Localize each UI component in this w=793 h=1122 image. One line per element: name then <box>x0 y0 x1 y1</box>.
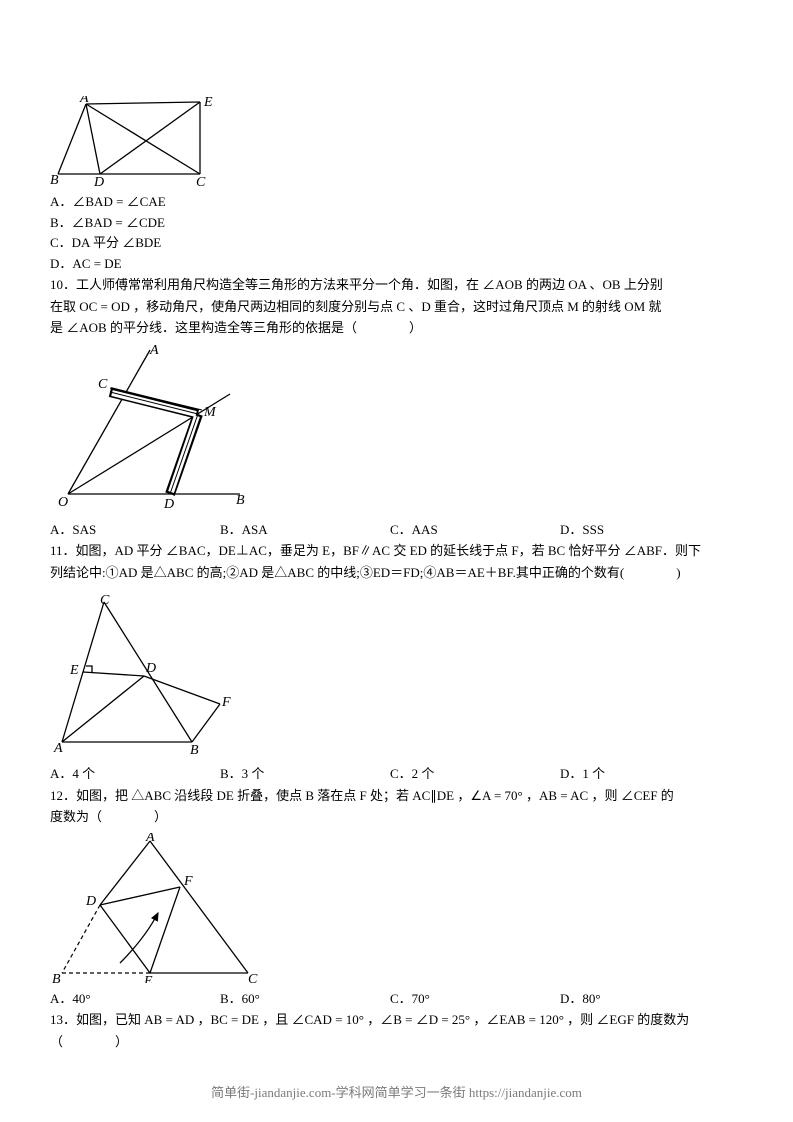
label-F11: F <box>221 695 231 710</box>
q12-line1: 如图，把 △ABC 沿线段 DE 折叠，使点 B 落在点 F 处；若 AC∥DE… <box>76 788 674 803</box>
q13-line1: 如图，已知 AB = AD ，BC = DE ，且 ∠CAD = 10° ，∠B… <box>76 1012 689 1027</box>
q13-line2: （ ） <box>50 1032 743 1052</box>
label-B: B <box>50 173 59 186</box>
q9-option-C: C．DA 平分 ∠BDE <box>50 233 743 253</box>
q11-figure: A B C E D F <box>50 594 743 754</box>
label-E12: E <box>143 974 153 983</box>
label-A10: A <box>149 344 159 358</box>
label-D11: D <box>145 661 156 676</box>
q12-option-B: B．60° <box>220 989 390 1009</box>
q11-option-A: A．4 个 <box>50 764 220 784</box>
label-C10: C <box>98 377 108 392</box>
label-B11: B <box>190 743 199 754</box>
label-E11: E <box>69 663 79 678</box>
q10-option-D: D．SSS <box>560 520 730 540</box>
q11-option-D: D．1 个 <box>560 764 730 784</box>
q10-line1: 工人师傅常常利用角尺构造全等三角形的方法来平分一个角．如图，在 ∠AOB 的两边… <box>76 277 663 292</box>
q12-options: A．40° B．60° C．70° D．80° <box>50 989 743 1009</box>
q10-options: A．SAS B．ASA C．AAS D．SSS <box>50 520 743 540</box>
q12-option-C: C．70° <box>390 989 560 1009</box>
q10-option-B: B．ASA <box>220 520 390 540</box>
q12-text: 12．如图，把 △ABC 沿线段 DE 折叠，使点 B 落在点 F 处；若 AC… <box>50 786 743 806</box>
label-D10: D <box>163 497 174 512</box>
q11-line1: 如图，AD 平分 ∠BAC，DE⊥AC，垂足为 E，BF∥AC 交 ED 的延长… <box>76 543 702 558</box>
q12-option-A: A．40° <box>50 989 220 1009</box>
q11-line2: 列结论中:①AD 是△ABC 的高;②AD 是△ABC 的中线;③ED＝FD;④… <box>50 563 743 583</box>
label-B12: B <box>52 972 61 983</box>
q10-option-A: A．SAS <box>50 520 220 540</box>
page-footer: 简单街-jiandanjie.com-学科网简单学习一条街 https://ji… <box>0 1083 793 1103</box>
q13-text: 13．如图，已知 AB = AD ，BC = DE ，且 ∠CAD = 10° … <box>50 1010 743 1030</box>
label-O: O <box>58 495 68 510</box>
q10-number: 10． <box>50 277 76 292</box>
label-C11: C <box>100 594 110 608</box>
q11-option-C: C．2 个 <box>390 764 560 784</box>
label-M: M <box>203 405 217 420</box>
label-F12: F <box>183 874 193 889</box>
q10-option-C: C．AAS <box>390 520 560 540</box>
label-C: C <box>196 175 206 186</box>
q9-option-D: D．AC = DE <box>50 254 743 274</box>
label-A11: A <box>53 741 63 754</box>
q9-figure: A B D C E <box>50 96 743 186</box>
q12-option-D: D．80° <box>560 989 730 1009</box>
label-D: D <box>93 175 104 186</box>
q9-option-A: A．∠BAD = ∠CAE <box>50 192 743 212</box>
label-B10: B <box>236 493 245 508</box>
q12-figure: A B C D E F <box>50 833 743 983</box>
q12-number: 12． <box>50 788 76 803</box>
q11-options: A．4 个 B．3 个 C．2 个 D．1 个 <box>50 764 743 784</box>
q12-line2: 度数为（ ） <box>50 807 743 827</box>
q10-line3: 是 ∠AOB 的平分线．这里构造全等三角形的依据是（ ） <box>50 318 743 338</box>
label-C12: C <box>248 972 258 983</box>
q10-text: 10．工人师傅常常利用角尺构造全等三角形的方法来平分一个角．如图，在 ∠AOB … <box>50 275 743 295</box>
label-A: A <box>79 96 89 106</box>
q11-option-B: B．3 个 <box>220 764 390 784</box>
label-E: E <box>203 96 213 110</box>
q9-option-B: B．∠BAD = ∠CDE <box>50 213 743 233</box>
q13-number: 13． <box>50 1012 76 1027</box>
q10-figure: O A B C D M <box>50 344 743 514</box>
q11-number: 11． <box>50 543 76 558</box>
label-D12: D <box>85 894 96 909</box>
label-A12: A <box>145 833 155 845</box>
q11-text: 11．如图，AD 平分 ∠BAC，DE⊥AC，垂足为 E，BF∥AC 交 ED … <box>50 541 743 561</box>
q10-line2: 在取 OC = OD ，移动角尺，使角尺两边相同的刻度分别与点 C 、D 重合，… <box>50 297 743 317</box>
